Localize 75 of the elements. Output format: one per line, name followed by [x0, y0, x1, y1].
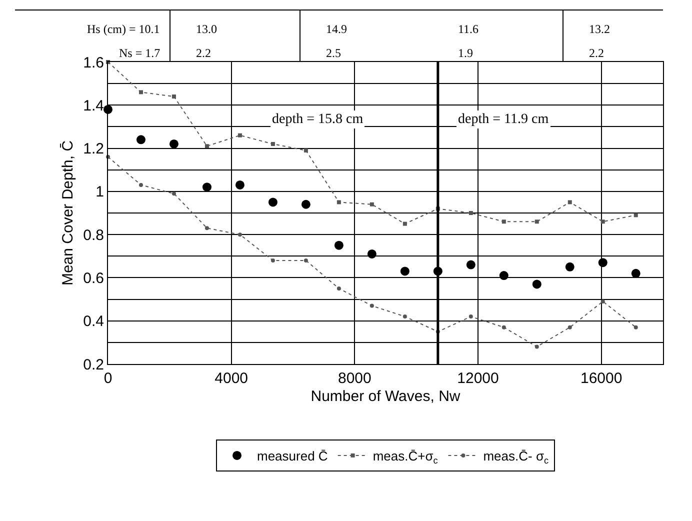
- point: [534, 220, 539, 224]
- y-tick-label: 1.4: [83, 97, 104, 114]
- point: [534, 344, 539, 349]
- point: [238, 232, 242, 237]
- point: [301, 200, 310, 209]
- text: 1.9: [458, 46, 473, 60]
- text: 14.9: [326, 22, 347, 36]
- point: [370, 202, 374, 206]
- annotation: depth = 11.9 cm: [458, 112, 549, 127]
- point: [270, 258, 275, 262]
- point: [138, 90, 143, 94]
- point: [169, 139, 178, 148]
- y-tick-label: 1.6: [83, 54, 104, 72]
- x-tick-label: 0: [104, 370, 112, 387]
- point: [600, 220, 605, 224]
- point: [532, 280, 542, 289]
- x-tick-label: 4000: [214, 370, 248, 387]
- point: [468, 314, 473, 319]
- x-tick-label: 12000: [457, 370, 499, 387]
- text: 2.2: [589, 46, 604, 60]
- x-tick-label: 16000: [580, 370, 622, 387]
- point: [334, 240, 344, 250]
- point: [468, 211, 473, 215]
- point: [238, 133, 242, 138]
- point: [502, 325, 506, 330]
- y-tick-label: 0.2: [83, 356, 104, 374]
- point: [235, 180, 244, 190]
- point: [172, 192, 176, 196]
- y-tick-label: 0.4: [83, 313, 104, 330]
- point: [268, 198, 278, 207]
- x-axis-title: Number of Waves, Nw: [310, 388, 460, 405]
- point: [466, 260, 476, 270]
- point: [370, 304, 374, 308]
- legend-label: measured C̄: [257, 448, 328, 464]
- y-tick-label: 1.2: [83, 140, 104, 158]
- point: [204, 144, 209, 148]
- point: [336, 200, 341, 204]
- point: [138, 182, 143, 187]
- text: Ns = 1.7: [119, 46, 160, 60]
- point: [634, 213, 638, 218]
- point: [402, 314, 407, 319]
- text: 2.2: [196, 46, 211, 60]
- point: [136, 135, 146, 144]
- point: [600, 299, 605, 304]
- text: 2.5: [326, 46, 341, 60]
- text: 11.6: [458, 22, 479, 36]
- point: [270, 142, 275, 146]
- point: [568, 200, 572, 204]
- legend-label: meas.C̄- σ$_{c}$: [483, 448, 549, 466]
- point: [598, 258, 608, 268]
- x-tick-label: 8000: [338, 370, 372, 387]
- point: [304, 258, 308, 262]
- y-tick-label: 0.8: [83, 226, 104, 244]
- text: 13.2: [589, 22, 610, 36]
- point: [634, 325, 638, 330]
- y-axis-title: Mean Cover Depth, C̄: [59, 140, 76, 286]
- point: [565, 262, 574, 272]
- point: [304, 148, 308, 152]
- point: [402, 222, 407, 226]
- point: [631, 268, 640, 278]
- point: [499, 271, 508, 280]
- point: [400, 266, 410, 276]
- y-tick-label: 1: [96, 184, 104, 201]
- annotation: depth = 15.8 cm: [272, 112, 364, 127]
- y-tick-label: 0.6: [83, 270, 104, 287]
- point: [568, 325, 572, 330]
- point: [336, 286, 341, 290]
- point: [204, 226, 209, 230]
- point: [202, 182, 212, 192]
- text: 13.0: [196, 22, 217, 36]
- text: Hs (cm) = 10.1: [87, 22, 160, 36]
- point: [172, 94, 176, 99]
- point: [367, 249, 376, 258]
- point: [502, 220, 506, 224]
- legend-label: meas.C̄+σ$_{c}$: [372, 448, 438, 466]
